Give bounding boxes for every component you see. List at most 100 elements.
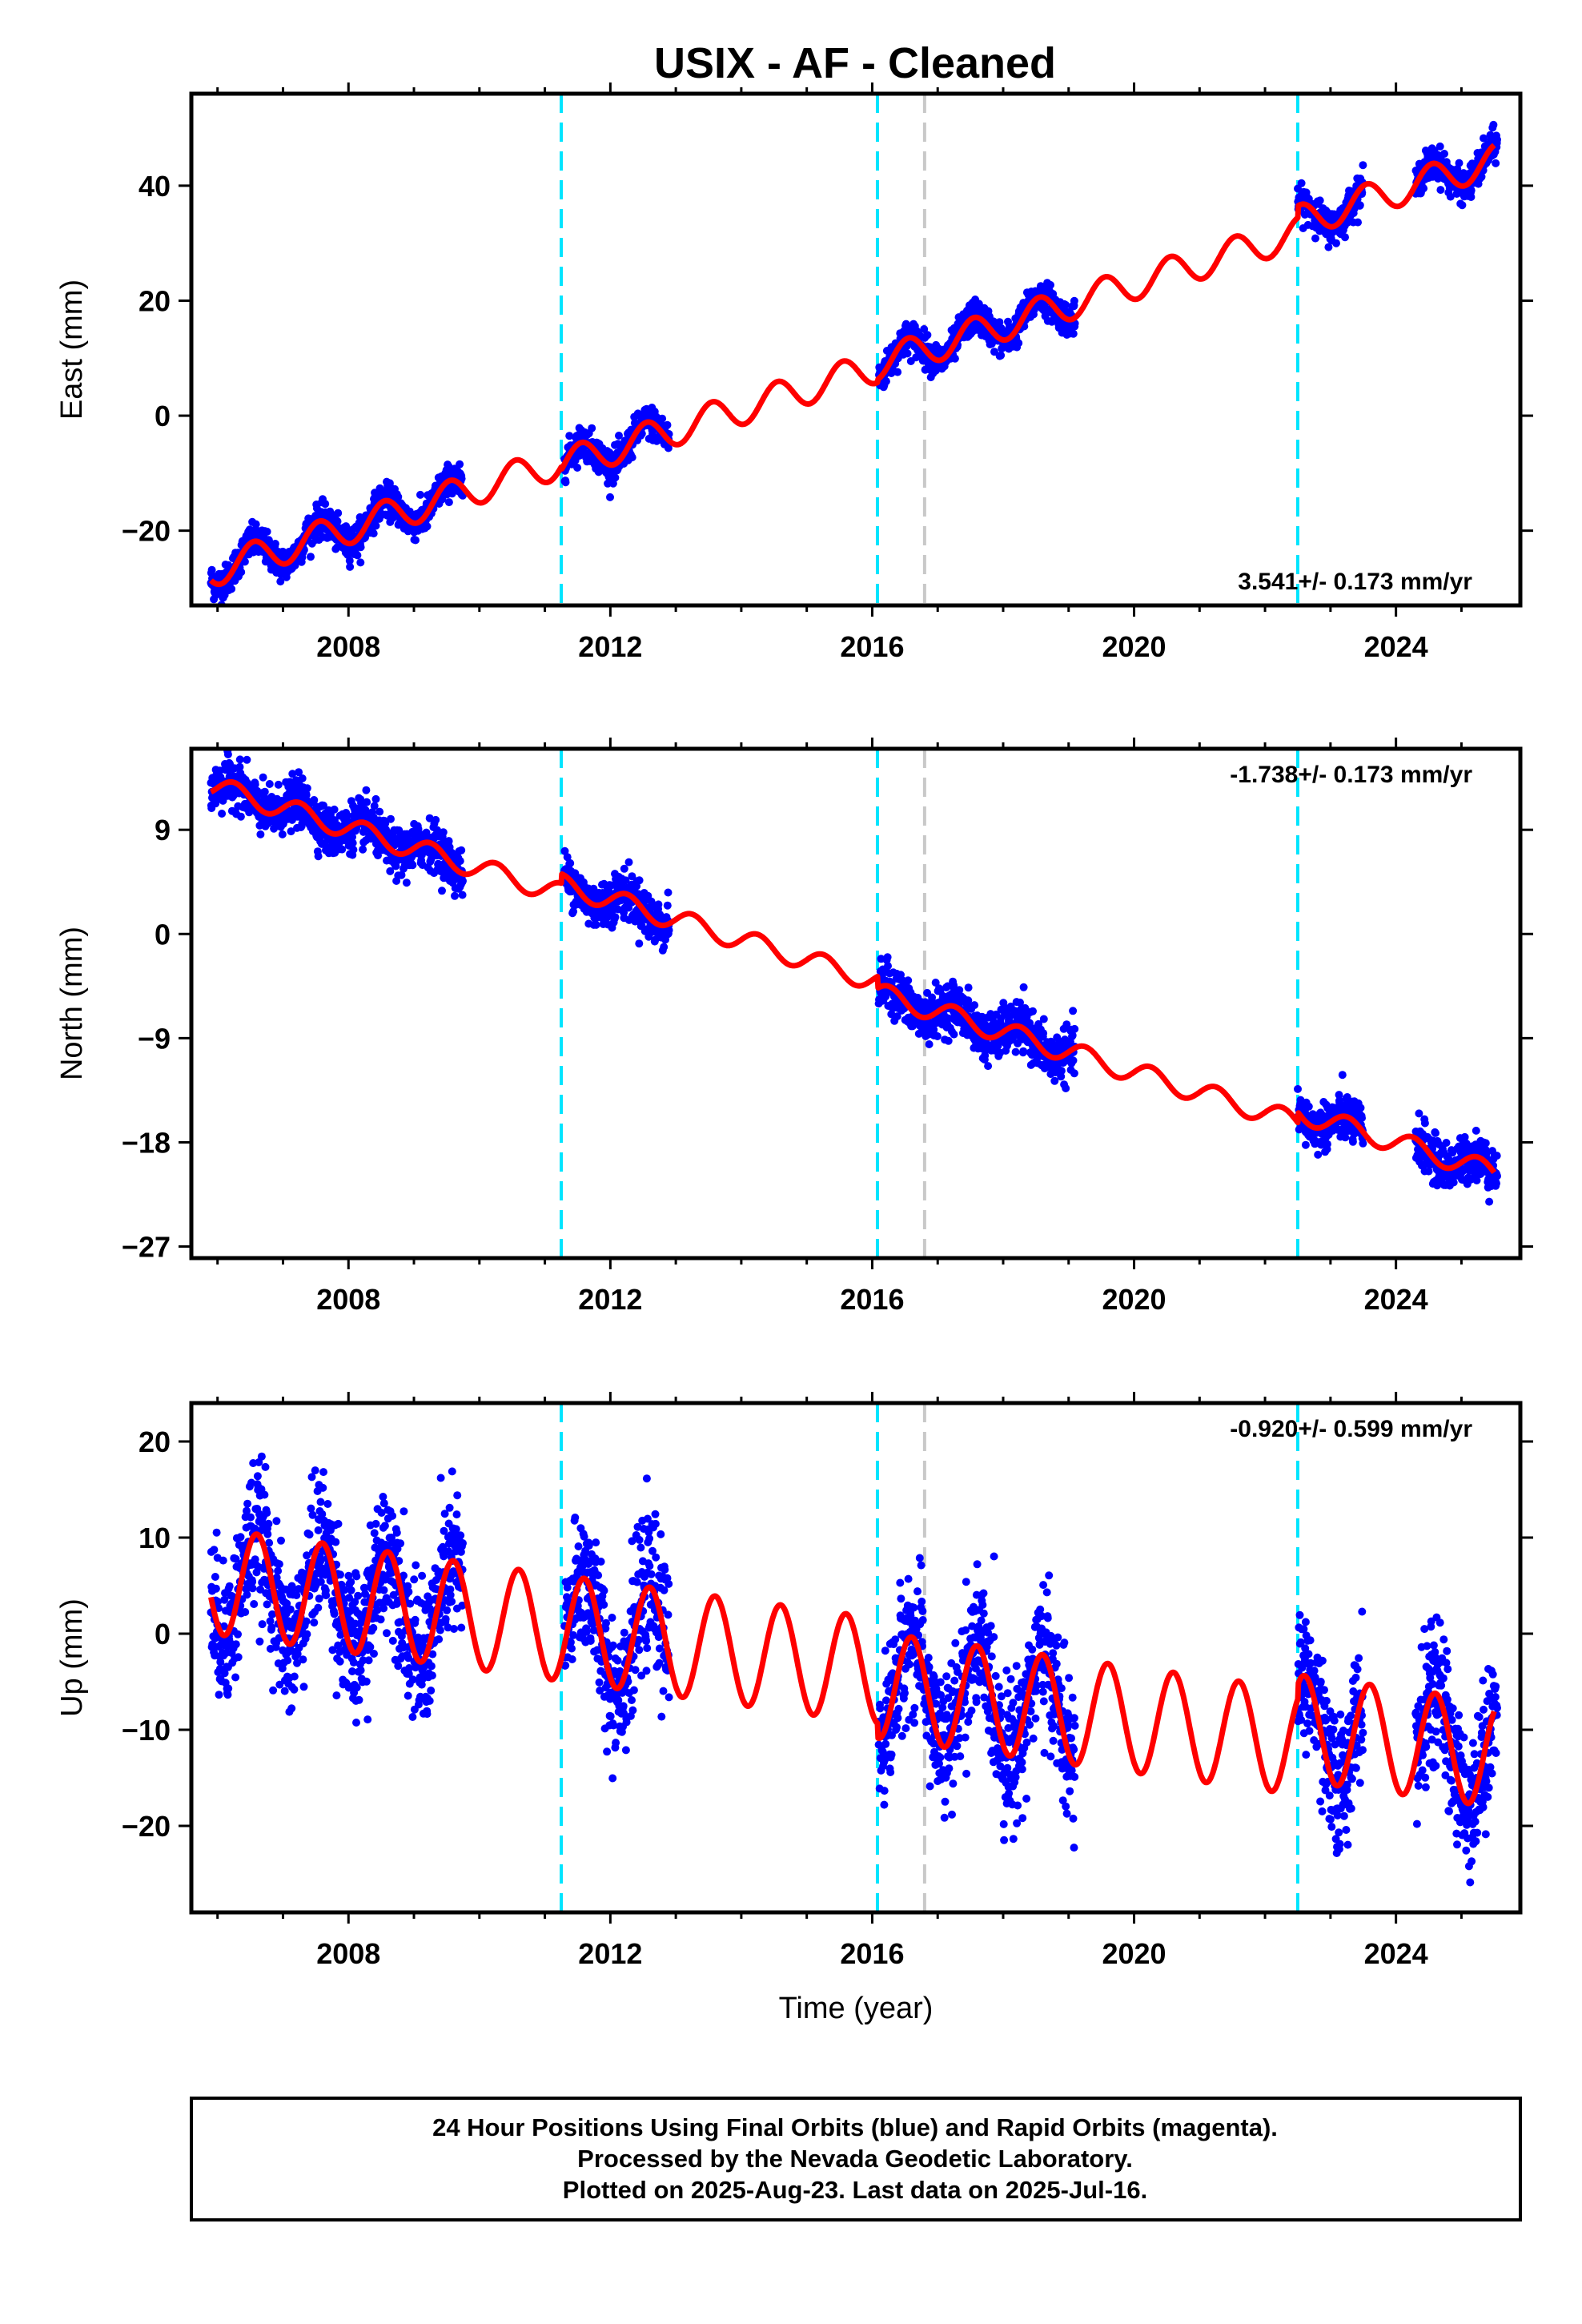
y-axis-label: East (mm) xyxy=(55,279,89,420)
y-tick-label: 0 xyxy=(155,400,171,432)
data-point xyxy=(611,913,620,922)
data-point xyxy=(298,774,307,782)
data-point xyxy=(333,517,342,525)
data-point xyxy=(207,565,216,574)
velocity-label: 3.541+/- 0.173 mm/yr xyxy=(1238,569,1472,595)
data-point xyxy=(1070,296,1078,305)
data-point xyxy=(1358,1114,1366,1122)
chart-title: USIX - AF - Cleaned xyxy=(654,39,1056,87)
data-point xyxy=(346,562,355,571)
data-point xyxy=(1314,1150,1323,1159)
plot-area xyxy=(207,749,1501,1258)
data-point xyxy=(256,830,265,838)
data-point xyxy=(635,876,644,885)
data-point xyxy=(1446,192,1455,201)
data-point xyxy=(1492,1179,1500,1188)
data-point xyxy=(1311,234,1319,243)
data-point xyxy=(664,444,673,452)
data-point xyxy=(459,877,467,885)
data-point xyxy=(1458,201,1467,210)
data-point xyxy=(903,349,912,358)
data-point xyxy=(1492,1152,1501,1160)
data-point xyxy=(457,846,466,854)
data-point xyxy=(620,864,628,873)
plot-frame xyxy=(189,746,1523,1261)
data-point xyxy=(1304,1102,1313,1111)
data-point xyxy=(215,766,224,775)
data-point xyxy=(566,858,575,867)
data-point xyxy=(432,815,440,824)
data-point xyxy=(628,453,636,462)
x-tick-label: 2012 xyxy=(578,630,642,663)
data-point xyxy=(349,846,358,854)
data-point xyxy=(236,812,245,821)
data-point xyxy=(1467,193,1476,201)
data-point xyxy=(1420,1119,1429,1128)
data-point xyxy=(444,498,453,507)
data-point xyxy=(251,780,259,789)
data-point xyxy=(1338,1071,1347,1080)
data-point xyxy=(353,551,362,560)
data-point xyxy=(664,888,673,897)
data-point xyxy=(458,891,467,899)
data-point xyxy=(369,529,378,538)
data-point xyxy=(950,1030,958,1039)
data-point xyxy=(1449,1178,1458,1187)
data-point xyxy=(1480,134,1488,143)
data-point xyxy=(1455,159,1464,167)
data-point xyxy=(334,509,343,517)
data-point xyxy=(561,478,570,487)
data-point xyxy=(990,348,998,356)
data-point xyxy=(1294,1084,1302,1093)
data-point xyxy=(635,939,644,948)
data-point xyxy=(624,858,633,866)
data-point xyxy=(1359,1139,1367,1148)
data-point xyxy=(663,420,672,429)
data-point xyxy=(456,857,464,866)
data-point xyxy=(893,368,902,376)
data-point xyxy=(615,432,623,440)
data-point xyxy=(1070,1024,1079,1033)
data-point xyxy=(402,879,411,887)
data-point xyxy=(388,513,397,522)
data-point xyxy=(923,331,932,340)
data-point xyxy=(904,976,913,985)
data-point xyxy=(356,543,365,552)
data-point xyxy=(925,1040,934,1048)
data-point xyxy=(330,805,339,814)
data-point xyxy=(274,780,283,789)
data-point xyxy=(1315,196,1324,205)
data-point xyxy=(359,845,367,854)
data-point xyxy=(1019,983,1028,991)
data-point xyxy=(235,762,244,771)
data-point xyxy=(387,814,395,823)
data-point xyxy=(1493,135,1501,144)
y-tick-label: 20 xyxy=(139,284,171,317)
data-point xyxy=(1485,1197,1494,1206)
data-point xyxy=(237,568,246,577)
data-point xyxy=(218,810,227,818)
data-point xyxy=(984,1062,993,1071)
data-point xyxy=(1014,339,1023,348)
plot-frame xyxy=(189,91,1523,608)
data-point xyxy=(1354,218,1362,227)
data-point xyxy=(307,553,315,561)
data-point xyxy=(1069,329,1078,338)
data-point xyxy=(1341,233,1349,242)
data-point xyxy=(302,790,311,799)
data-point xyxy=(243,755,251,764)
data-point xyxy=(303,784,311,793)
data-point xyxy=(1332,239,1340,247)
data-point xyxy=(408,861,417,870)
data-point xyxy=(1057,1067,1066,1076)
data-point xyxy=(321,500,330,509)
data-point xyxy=(1356,1104,1365,1112)
data-point xyxy=(1039,1015,1048,1023)
data-point xyxy=(1472,1126,1480,1135)
data-point xyxy=(1323,1140,1331,1148)
data-point xyxy=(1492,159,1500,167)
data-point xyxy=(265,780,274,788)
data-point xyxy=(227,585,236,593)
